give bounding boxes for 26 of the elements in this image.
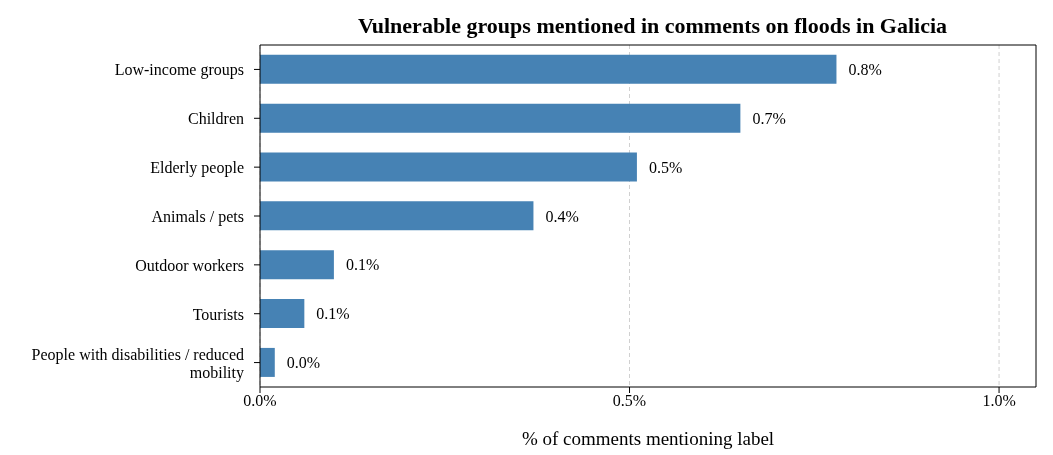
x-tick-label: 0.0% [243,392,277,410]
y-tick-label: Tourists [192,305,244,323]
data-label: 0.0% [286,354,321,372]
bar [260,347,275,377]
data-label: 0.5% [648,158,683,176]
x-tick-label: 1.0% [982,392,1016,410]
bar [260,250,334,280]
bar [260,103,741,133]
data-label: 0.1% [345,256,380,274]
bar [260,152,637,182]
y-tick-label: Elderly people [150,158,244,177]
data-label: 0.8% [848,60,882,78]
y-tick-label: Animals / pets [151,207,244,226]
bar [260,299,305,329]
bar [260,54,837,84]
bar [260,201,534,231]
y-tick-label: Children [188,109,244,127]
y-tick-label: People with disabilities / reduced mobility [31,345,244,382]
chart-title: Vulnerable groups mentioned in comments on floods in Galicia [356,12,949,40]
y-tick-label: Low-income groups [114,60,244,79]
y-tick-label: Outdoor workers [135,256,244,274]
data-label: 0.4% [545,207,579,225]
x-axis-title: % of comments mentioning label [521,428,775,449]
data-label: 0.7% [752,109,786,127]
x-tick-label: 0.5% [612,392,647,410]
data-label: 0.1% [316,305,350,323]
